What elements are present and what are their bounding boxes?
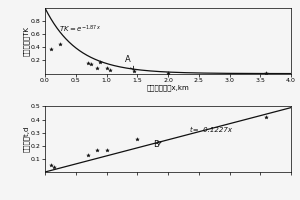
Y-axis label: 潮汐效应率TK: 潮汐效应率TK [23,26,30,56]
Point [49,164,54,167]
Point [107,69,112,72]
Text: $TK=e^{-1.87x}$: $TK=e^{-1.87x}$ [58,24,100,35]
Point [264,71,269,75]
Point [104,66,109,69]
Point [58,42,63,46]
Point [95,148,100,151]
Point [89,62,94,65]
Point [95,66,100,69]
Text: t=  0.1227x: t= 0.1227x [190,127,232,133]
X-axis label: 观测孔的距离x,km: 观测孔的距离x,km [147,84,189,91]
Point [52,165,57,168]
Point [98,61,103,64]
Point [86,62,91,65]
Point [166,72,170,75]
Text: B: B [153,140,161,149]
Point [264,115,269,118]
Point [135,138,140,141]
Y-axis label: 滞后时间t,d: 滞后时间t,d [23,126,30,152]
Point [132,69,136,73]
Point [49,47,54,50]
Point [86,153,91,157]
Text: A: A [125,55,134,70]
Point [104,148,109,151]
